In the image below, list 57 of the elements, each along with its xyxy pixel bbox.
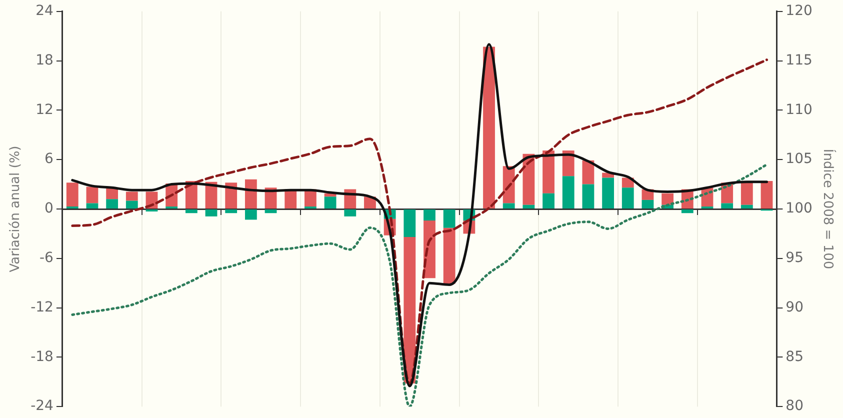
y-tick-label: -18 xyxy=(30,348,54,365)
bar xyxy=(185,210,198,214)
bar xyxy=(740,204,753,208)
bar xyxy=(681,210,694,214)
bar xyxy=(324,196,336,208)
bar xyxy=(542,150,554,194)
y-tick-label: 12 xyxy=(36,102,54,118)
bar xyxy=(483,46,495,208)
bar xyxy=(642,200,654,208)
y2-axis-title: Índice 2008 = 100 xyxy=(820,148,837,270)
bar xyxy=(404,210,416,237)
y2-tick-label: 120 xyxy=(786,3,812,20)
bar xyxy=(205,210,218,216)
bar xyxy=(443,228,456,284)
bar xyxy=(225,210,238,214)
y-tick-label: -12 xyxy=(30,299,54,316)
bar xyxy=(424,210,436,221)
bar xyxy=(582,184,594,208)
y-tick-label: 18 xyxy=(36,52,54,68)
bar xyxy=(522,204,535,208)
bar xyxy=(502,203,515,208)
bar xyxy=(344,210,356,216)
bar xyxy=(443,210,456,228)
y-tick-label: 6 xyxy=(44,151,54,168)
bar xyxy=(622,188,634,208)
y2-tick-label: 115 xyxy=(786,52,812,68)
bar xyxy=(244,179,257,208)
bar xyxy=(562,176,574,208)
y-tick-label: 0 xyxy=(44,200,54,217)
bar xyxy=(721,203,734,208)
y2-tick-label: 105 xyxy=(786,151,812,168)
y2-tick-label: 95 xyxy=(786,250,804,266)
y2-tick-label: 85 xyxy=(786,348,804,365)
bar xyxy=(126,192,138,201)
y-tick-label: -6 xyxy=(39,250,54,266)
bar xyxy=(264,210,277,214)
bar xyxy=(760,181,773,208)
bar xyxy=(404,236,416,384)
bar xyxy=(740,181,753,205)
bar xyxy=(244,210,257,220)
bar xyxy=(126,200,138,208)
bar xyxy=(602,178,614,208)
y-tick-label: -24 xyxy=(30,398,54,414)
y-tick-label: 24 xyxy=(36,3,54,20)
bar xyxy=(542,193,554,208)
line-series xyxy=(71,163,768,407)
bar xyxy=(582,160,594,184)
bar xyxy=(106,199,118,208)
y2-tick-label: 90 xyxy=(786,299,804,316)
y2-tick-label: 110 xyxy=(786,102,812,118)
bar xyxy=(66,182,78,207)
bar xyxy=(662,193,674,205)
bar xyxy=(86,203,98,208)
y2-tick-label: 80 xyxy=(786,398,804,414)
bar xyxy=(86,186,98,204)
y2-tick-label: 100 xyxy=(786,200,812,217)
y-axis-title: Variación anual (%) xyxy=(8,146,24,272)
